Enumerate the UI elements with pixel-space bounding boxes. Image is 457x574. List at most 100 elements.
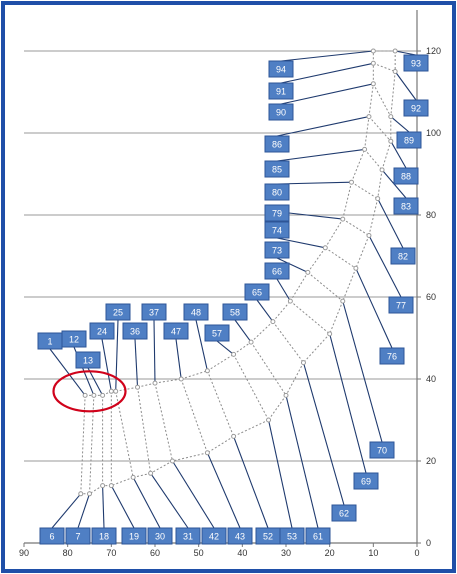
data-point-42	[169, 458, 175, 464]
label-box-31	[175, 527, 201, 545]
leader-line-61	[285, 395, 319, 529]
connector-18-7	[89, 485, 103, 495]
connector-66-69	[290, 300, 330, 335]
leader-line-69	[329, 333, 367, 474]
connector-92-89	[390, 71, 396, 117]
data-points	[78, 48, 398, 497]
data-point-30	[130, 474, 136, 480]
connector-57-53	[233, 354, 269, 421]
label-box-94	[268, 60, 294, 78]
data-point-70	[340, 298, 346, 304]
label-box-48	[183, 303, 209, 321]
label-text-36: 36	[130, 327, 140, 337]
leader-line-1	[49, 348, 86, 396]
label-box-70	[369, 441, 395, 459]
leader-line-65	[256, 299, 274, 322]
y-tick-label-60: 60	[426, 292, 436, 302]
leader-line-91	[280, 62, 374, 84]
leader-line-74	[276, 237, 326, 249]
data-point-88	[388, 138, 394, 144]
data-point-85	[362, 146, 368, 152]
x-tick-label-40: 40	[237, 548, 247, 558]
data-point-83	[379, 167, 385, 173]
label-text-65: 65	[252, 288, 262, 298]
label-box-89	[396, 131, 422, 149]
label-text-7: 7	[75, 532, 80, 542]
label-box-82	[390, 247, 416, 265]
leader-line-58	[234, 319, 252, 343]
label-text-82: 82	[398, 252, 408, 262]
leader-line-93	[395, 50, 417, 56]
leader-line-88	[390, 140, 407, 169]
data-point-92	[392, 69, 398, 74]
label-text-85: 85	[272, 165, 282, 175]
leader-line-36	[134, 338, 139, 388]
label-box-6	[39, 527, 65, 545]
data-point-47	[178, 376, 184, 382]
connector-70-69	[329, 300, 344, 335]
data-point-65	[270, 319, 276, 325]
grid-lines	[24, 50, 417, 462]
x-tick-label-30: 30	[281, 548, 291, 558]
leader-line-73	[276, 257, 309, 273]
data-point-18	[100, 483, 106, 489]
label-text-79: 79	[272, 209, 282, 219]
label-box-93	[403, 54, 429, 72]
y-tick-label-20: 20	[426, 456, 436, 466]
label-box-90	[268, 103, 294, 121]
connector-36-31	[137, 387, 152, 474]
data-point-73	[305, 269, 311, 275]
connector-58-65	[250, 321, 274, 343]
label-box-37	[141, 303, 167, 321]
label-box-85	[264, 160, 290, 178]
connector-65-62	[272, 321, 304, 363]
label-box-53	[279, 527, 305, 545]
data-point-58	[248, 339, 254, 345]
label-text-58: 58	[230, 308, 240, 318]
label-text-86: 86	[272, 140, 282, 150]
label-text-12: 12	[69, 335, 79, 345]
y-tick-label-0: 0	[426, 538, 431, 548]
connector-47-43	[180, 378, 208, 453]
connector-80-85	[351, 149, 366, 183]
leader-line-6	[51, 493, 82, 529]
data-point-12	[91, 392, 97, 398]
leader-line-18	[102, 485, 105, 529]
data-point-66	[287, 298, 293, 304]
connector-76-70	[342, 268, 357, 302]
connector-48-57	[207, 353, 234, 372]
label-box-69	[353, 472, 379, 490]
leader-line-82	[377, 198, 404, 249]
leader-line-37	[153, 319, 156, 384]
data-point-37	[152, 380, 158, 386]
label-text-77: 77	[396, 301, 406, 311]
leader-line-47	[175, 338, 182, 380]
label-text-57: 57	[212, 329, 222, 339]
label-box-58	[222, 303, 248, 321]
label-box-25	[105, 303, 131, 321]
label-text-74: 74	[272, 226, 282, 236]
label-box-18	[91, 527, 117, 545]
connector-66-73	[289, 272, 309, 302]
connector-77-76	[355, 235, 370, 269]
label-box-57	[204, 324, 230, 342]
connector-83-82	[377, 169, 383, 199]
data-point-79	[340, 216, 346, 222]
connector-85-86	[364, 116, 370, 150]
label-box-24	[89, 322, 115, 340]
connector-52-43	[207, 435, 234, 454]
highlight-ellipse	[52, 370, 127, 413]
label-box-91	[268, 82, 294, 100]
label-text-52: 52	[263, 532, 273, 542]
leader-line-19	[110, 485, 135, 529]
connector-85-83	[364, 149, 383, 171]
x-tick-label-70: 70	[106, 548, 116, 558]
label-text-47: 47	[171, 327, 181, 337]
y-tick-label-120: 120	[426, 46, 441, 56]
label-text-90: 90	[276, 108, 286, 118]
data-point-82	[375, 196, 381, 202]
data-point-25	[113, 388, 119, 394]
leader-line-42	[171, 460, 215, 529]
